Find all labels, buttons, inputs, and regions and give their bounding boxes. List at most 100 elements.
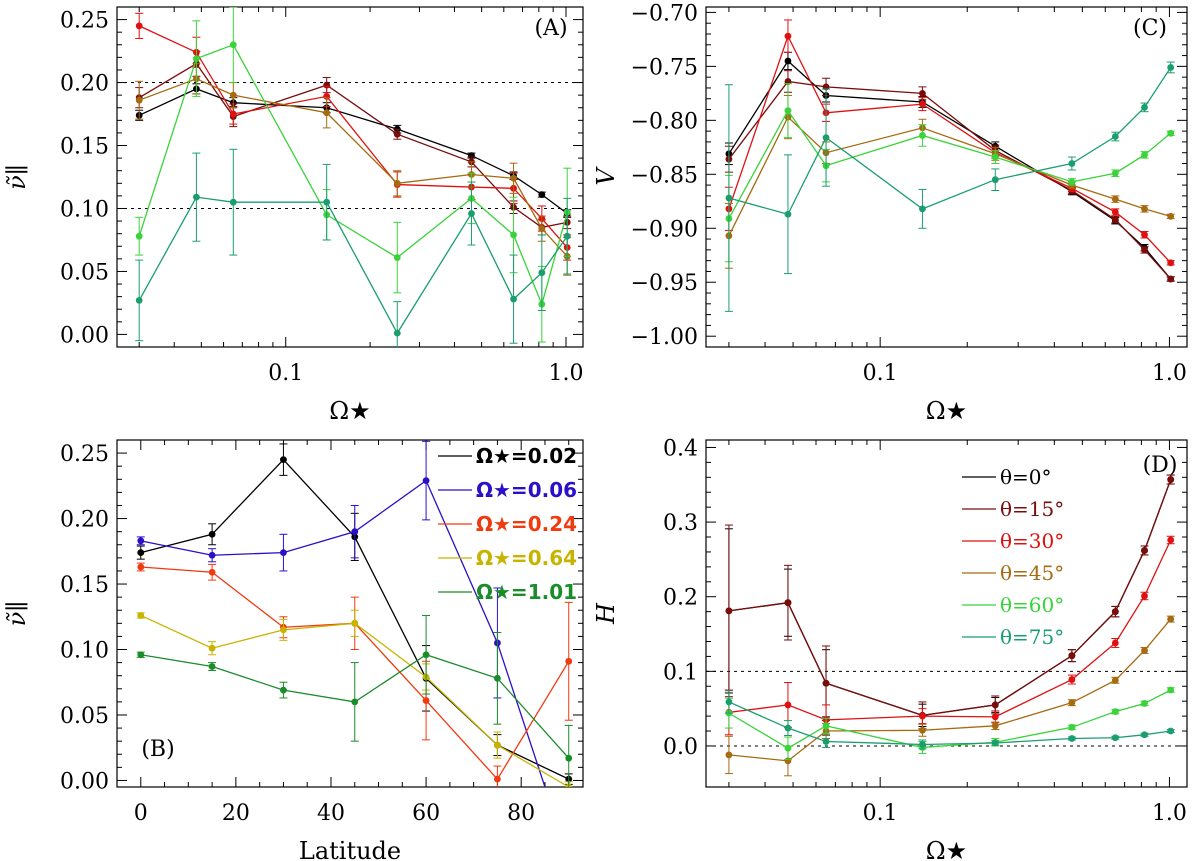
data-point [192, 193, 200, 201]
data-point [137, 651, 145, 659]
y-tick-label: 0.10 [60, 197, 109, 222]
data-point [393, 329, 401, 337]
series-line [138, 88, 568, 215]
data-point [1068, 735, 1076, 742]
data-point [351, 698, 359, 706]
y-tick-label: −0.75 [631, 55, 698, 80]
data-point [1141, 700, 1148, 707]
data-point [565, 657, 573, 665]
series-3 [724, 615, 1175, 777]
data-point [229, 91, 237, 99]
data-point [1111, 216, 1119, 224]
data-point [393, 130, 401, 138]
data-point [1111, 639, 1119, 647]
panel-b: 0.00 0.05 0.10 0.15 0.20 0.25 0 20 40 60 80 Latitud… [3, 439, 584, 861]
y-axis-label: V [592, 166, 620, 186]
data-point [784, 701, 792, 709]
data-area [135, 7, 572, 347]
panel-label: (C) [1133, 16, 1167, 41]
data-point [280, 626, 287, 634]
x-tick-label: 1.0 [548, 361, 583, 386]
legend-label: θ=30° [1000, 529, 1064, 553]
data-point [563, 232, 571, 240]
series-1 [135, 50, 572, 236]
data-point [1111, 169, 1119, 177]
y-tick-label: 0.05 [60, 260, 109, 285]
data-point [208, 551, 216, 559]
data-point [784, 210, 792, 218]
y-tick-label: 0.0 [663, 735, 698, 760]
data-point [1068, 676, 1076, 683]
data-point [919, 100, 926, 108]
data-point [1111, 195, 1119, 203]
data-point [323, 198, 331, 206]
y-tick-label: 0.1 [663, 660, 698, 685]
x-tick-label: 0 [134, 801, 148, 826]
x-axis-label: Ω★ [926, 397, 967, 425]
y-axis-label: ν̃∥ [3, 601, 31, 627]
data-point [784, 32, 792, 40]
y-tick-label: 0.10 [60, 639, 109, 664]
data-point [1167, 212, 1175, 220]
data-point [1141, 592, 1148, 600]
series-line [728, 109, 1172, 219]
y-tick-label: 0.20 [60, 508, 109, 533]
legend-label: θ=45° [1000, 561, 1064, 585]
data-point [1111, 734, 1119, 742]
x-tick-label: 0.1 [268, 361, 303, 386]
data-point [510, 231, 517, 239]
series-5 [724, 690, 1175, 750]
series-line [728, 479, 1172, 717]
data-point [565, 856, 572, 861]
data-point [1141, 731, 1148, 739]
series-0 [724, 51, 1175, 283]
panel-label: (D) [1143, 453, 1178, 478]
data-point [1167, 727, 1175, 735]
x-tick-label: 60 [412, 801, 440, 826]
data-point [280, 686, 287, 694]
data-point [1141, 547, 1148, 554]
series-line [138, 78, 568, 257]
data-point [1167, 476, 1175, 483]
data-point [822, 679, 830, 687]
data-point [991, 722, 999, 730]
data-point [822, 134, 830, 142]
legend-label: θ=60° [1000, 593, 1064, 617]
data-point [393, 254, 401, 261]
series-line [138, 62, 568, 229]
data-point [229, 198, 237, 206]
data-point [784, 744, 792, 752]
data-point [137, 612, 145, 619]
data-area [724, 474, 1175, 777]
data-point [422, 697, 430, 704]
y-tick-label: −0.85 [631, 163, 698, 188]
data-point [822, 722, 830, 730]
plot-frame [705, 439, 1188, 788]
data-point [137, 549, 145, 557]
plot-frame [116, 439, 584, 788]
panel-d: 0.0 0.1 0.2 0.3 0.4 0.1 1.0 Ω★ H (D) θ=0° θ=15° θ=30… [592, 436, 1188, 861]
series-4 [135, 7, 572, 343]
y-axis-label: ν̃∥ [3, 164, 31, 190]
panel-a: 0.00 0.05 0.10 0.15 0.20 0.25 0.1 1.0 Ω★ ν̃∥ (A) [3, 6, 584, 425]
series-1 [724, 70, 1175, 283]
data-point [208, 644, 216, 652]
y-tick-label: 0.20 [60, 72, 109, 97]
data-point [1141, 205, 1148, 213]
series-1 [136, 440, 572, 861]
data-point [229, 41, 237, 49]
y-tick-label: 0.25 [60, 442, 109, 467]
data-point [229, 110, 237, 118]
y-tick-label: −0.90 [631, 217, 698, 242]
series-3 [724, 95, 1175, 269]
legend: θ=0° θ=15° θ=30° θ=45° θ=60° θ=75° [962, 465, 1064, 649]
y-tick-label: 0.4 [663, 436, 698, 461]
series-line [728, 539, 1172, 721]
x-tick-label: 1.0 [1152, 361, 1187, 386]
panel-label: (B) [141, 737, 174, 762]
series-4 [724, 686, 1175, 760]
data-point [1111, 676, 1119, 684]
data-point [919, 132, 926, 139]
data-point [919, 205, 926, 213]
data-point [1111, 608, 1119, 616]
